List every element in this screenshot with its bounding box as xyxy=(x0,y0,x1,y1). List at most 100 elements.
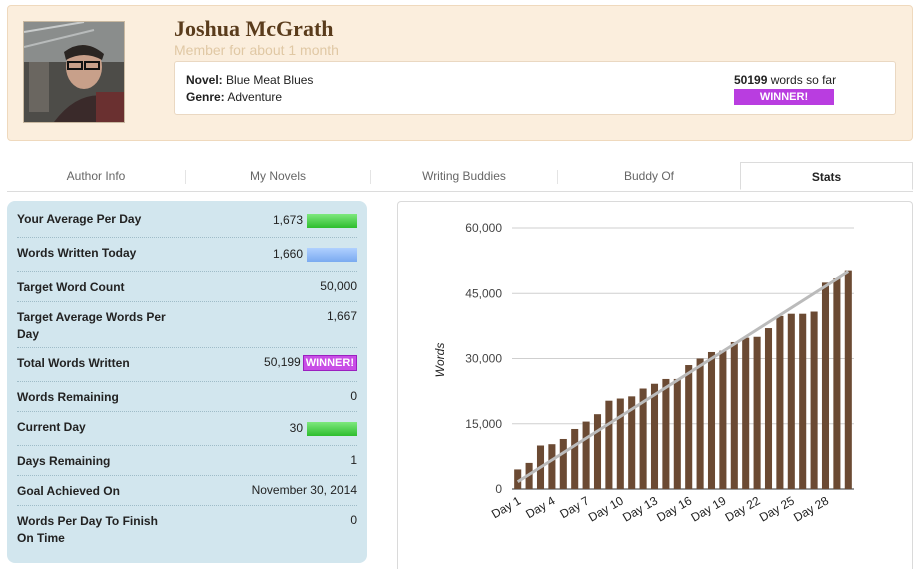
chart-bar[interactable] xyxy=(707,351,716,489)
x-tick-label: Day 4 xyxy=(523,493,557,521)
author-name[interactable]: Joshua McGrath xyxy=(174,16,334,41)
winner-badge: WINNER! xyxy=(734,89,834,105)
chart-bar[interactable] xyxy=(730,341,738,489)
chart-grid xyxy=(512,227,854,490)
chart-bar[interactable] xyxy=(650,383,659,489)
stat-value: 0 xyxy=(350,389,357,403)
chart-bar[interactable] xyxy=(628,396,636,489)
stat-value: 1,673 xyxy=(272,213,303,227)
x-tick-label: Day 13 xyxy=(620,493,660,524)
chart-bar[interactable] xyxy=(696,358,704,490)
tab-writing-buddies[interactable]: Writing Buddies xyxy=(422,169,506,183)
stat-value-wrap: 50,199 WINNER! xyxy=(264,355,357,371)
chart-bar[interactable] xyxy=(833,278,841,489)
chart-bar[interactable] xyxy=(616,398,624,489)
chart-bar[interactable] xyxy=(810,311,818,489)
chart-bar[interactable] xyxy=(821,282,830,489)
chart-bar[interactable] xyxy=(719,350,727,489)
stat-value: 50,199 xyxy=(264,355,301,370)
stat-label: Total Words Written xyxy=(17,356,130,370)
genre-line: Genre: Adventure xyxy=(186,90,282,104)
x-tick-label: Day 1 xyxy=(489,493,523,521)
words-chart: 0 15,000 30,000 45,000 60,000 Day 1 Day 4 Day … xyxy=(397,201,913,569)
stat-label: Target Word Count xyxy=(17,280,125,294)
x-tick-label: Day 22 xyxy=(723,493,763,524)
chart-bar[interactable] xyxy=(662,378,670,489)
chart-bar[interactable] xyxy=(571,428,579,489)
chart-bar[interactable] xyxy=(799,313,807,489)
tab-author-info[interactable]: Author Info xyxy=(66,169,126,183)
chart-bar[interactable] xyxy=(514,469,522,489)
x-tick-label: Day 19 xyxy=(688,493,728,524)
genre-value: Adventure xyxy=(227,90,283,104)
stat-value: 1 xyxy=(350,453,357,467)
stat-row: Target Word Count 50,000 xyxy=(17,272,357,302)
chart-bar[interactable] xyxy=(548,444,556,489)
stat-label: Goal Achieved On xyxy=(17,484,120,498)
genre-label: Genre: xyxy=(186,90,225,104)
tab-divider xyxy=(185,170,186,184)
stat-label: Your Average Per Day xyxy=(17,212,142,226)
stat-label: Words Per Day To Finish On Time xyxy=(17,514,158,545)
chart-bars xyxy=(514,270,852,490)
chart-bar[interactable] xyxy=(582,421,590,489)
y-axis-label: Words xyxy=(433,343,447,378)
stat-label: Days Remaining xyxy=(17,454,111,468)
stat-label: Words Remaining xyxy=(17,390,119,404)
y-tick-label: 30,000 xyxy=(465,352,502,366)
novel-label: Novel: xyxy=(186,73,223,87)
y-tick-label: 15,000 xyxy=(465,417,502,431)
y-tick-label: 60,000 xyxy=(465,221,502,235)
x-tick-label: Day 10 xyxy=(586,493,626,524)
stat-row: Target Average Words Per Day 1,667 xyxy=(17,302,357,348)
chart-bar[interactable] xyxy=(742,337,750,489)
tab-buddy-of[interactable]: Buddy Of xyxy=(623,169,675,183)
x-tick-label: Day 25 xyxy=(757,493,797,524)
chart-bar[interactable] xyxy=(764,328,773,489)
stat-row: Your Average Per Day 1,673 xyxy=(17,201,357,238)
tab-stats[interactable]: Stats xyxy=(740,162,913,190)
stat-row: Words Remaining 0 xyxy=(17,382,357,412)
stat-value-wrap: 30 xyxy=(290,421,357,436)
chart-canvas: 0 15,000 30,000 45,000 60,000 Day 1 Day 4 Day … xyxy=(433,221,854,525)
stat-label: Target Average Words Per Day xyxy=(17,310,166,341)
novel-title[interactable]: Blue Meat Blues xyxy=(226,73,314,87)
chart-bar[interactable] xyxy=(685,365,693,489)
avatar[interactable] xyxy=(23,21,125,123)
chart-bar[interactable] xyxy=(639,388,647,489)
stat-row: Words Written Today 1,660 xyxy=(17,238,357,272)
stat-row: Days Remaining 1 xyxy=(17,446,357,476)
stat-value: 1,660 xyxy=(272,247,303,261)
stat-value: 0 xyxy=(350,513,357,527)
y-tick-label: 45,000 xyxy=(465,286,502,300)
chart-bar[interactable] xyxy=(559,438,567,489)
tab-my-novels[interactable]: My Novels xyxy=(249,169,306,183)
stat-value-wrap: 1,660 xyxy=(273,247,357,262)
tab-divider xyxy=(370,170,371,184)
y-tick-label: 0 xyxy=(495,482,502,496)
stats-panel: Your Average Per Day 1,673 Words Written… xyxy=(7,201,367,563)
chart-target-line xyxy=(516,270,850,484)
chart-bar[interactable] xyxy=(673,378,681,489)
chart-bar[interactable] xyxy=(776,315,784,489)
chart-bar[interactable] xyxy=(605,400,613,489)
stat-value-wrap: 1,673 xyxy=(273,213,357,228)
stat-label: Current Day xyxy=(17,420,86,434)
member-since: Member for about 1 month xyxy=(174,42,339,58)
stat-value: 50,000 xyxy=(320,279,357,293)
stat-row: Words Per Day To Finish On Time 0 xyxy=(17,506,357,556)
chart-bar[interactable] xyxy=(787,313,795,489)
x-tick-label: Day 16 xyxy=(654,493,694,524)
stat-label: Words Written Today xyxy=(17,246,137,260)
chart-bar[interactable] xyxy=(593,414,602,489)
chart-y-ticks: 0 15,000 30,000 45,000 60,000 xyxy=(465,221,502,496)
chart-bar[interactable] xyxy=(753,336,761,489)
avatar-photo xyxy=(24,22,124,122)
chart-bar[interactable] xyxy=(844,270,852,489)
stat-value: 30 xyxy=(289,421,303,435)
winner-mini-badge: WINNER! xyxy=(302,355,357,371)
stat-value: November 30, 2014 xyxy=(251,483,357,497)
novel-line: Novel: Blue Meat Blues xyxy=(186,73,313,87)
target-line xyxy=(516,270,850,484)
